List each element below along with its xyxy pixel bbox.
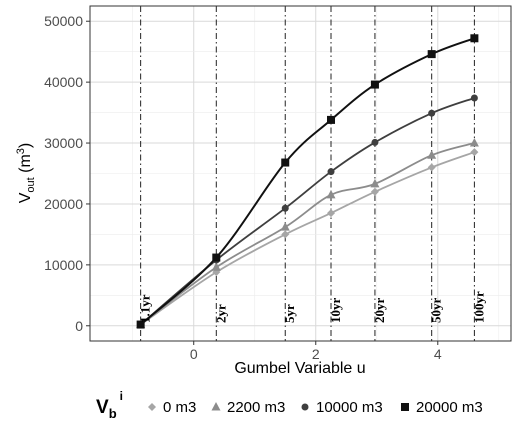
legend-marker: [401, 403, 409, 411]
data-point: [427, 50, 436, 59]
legend-label: 10000 m3: [316, 399, 383, 416]
data-point: [470, 34, 479, 43]
legend-title-sub: b: [109, 406, 117, 421]
data-point: [470, 148, 479, 157]
grid: [90, 6, 511, 341]
legend-title: Vbi: [96, 389, 123, 421]
y-axis-title-close: ): [17, 143, 34, 148]
x-tick-label: 4: [434, 346, 442, 362]
return-period-label: 50yr: [429, 298, 444, 324]
legend-label: 20000 m3: [416, 399, 483, 416]
data-point: [281, 230, 290, 239]
x-ticks: 0 2 4: [190, 341, 442, 362]
data-point: [136, 320, 145, 329]
data-point: [470, 94, 478, 102]
y-tick-label: 40000: [44, 74, 83, 90]
return-period-label: 20yr: [372, 298, 387, 324]
y-tick-label: 20000: [44, 196, 83, 212]
y-axis-title-sub: out: [25, 177, 37, 192]
plot-border: [89, 5, 512, 342]
y-axis-title-sup: 3: [15, 148, 27, 154]
data-point: [427, 150, 437, 159]
return-period-label: 2yr: [213, 304, 228, 323]
data-point: [427, 163, 436, 172]
data-point: [327, 168, 335, 176]
y-axis-title: Vout (m3): [15, 143, 37, 204]
return-period-label: 5yr: [282, 304, 297, 323]
x-tick-label: 2: [312, 346, 320, 362]
data-point: [370, 80, 379, 89]
y-axis-title-main: V: [17, 192, 34, 203]
y-tick-label: 0: [75, 318, 83, 334]
data-point: [280, 222, 290, 231]
return-period-label: 100yr: [471, 291, 486, 323]
y-tick-label: 30000: [44, 135, 83, 151]
data-point: [211, 262, 221, 271]
data-point: [281, 204, 289, 212]
data-point: [326, 189, 336, 199]
data-points: [136, 34, 479, 329]
data-point: [370, 178, 380, 188]
legend-marker: [211, 402, 221, 411]
legend-label: 2200 m3: [227, 399, 285, 416]
legend-title-sup: i: [120, 389, 123, 403]
return-period-label: 10yr: [328, 298, 343, 324]
data-point: [281, 158, 290, 167]
y-ticks: 0 10000 20000 30000 40000 50000: [44, 13, 90, 334]
data-point: [469, 138, 479, 147]
legend: Vbi 0 m3 2200 m3 10000 m3 20000 m3: [96, 389, 483, 421]
return-period-label: 1.1yr: [138, 294, 153, 323]
legend-marker: [148, 403, 156, 411]
legend-marker: [301, 403, 309, 411]
x-axis-title: Gumbel Variable u: [234, 360, 365, 377]
y-axis-title-unit: (m: [17, 154, 34, 177]
return-period-labels: 1.1yr 2yr 5yr 10yr 20yr 50yr 100yr: [138, 291, 487, 323]
data-point: [212, 253, 221, 262]
y-tick-label: 50000: [44, 13, 83, 29]
data-point: [327, 209, 336, 218]
data-point: [428, 109, 436, 117]
y-tick-label: 10000: [44, 257, 83, 273]
legend-title-main: V: [96, 397, 109, 418]
legend-label: 0 m3: [163, 399, 196, 416]
legend-items: 0 m3 2200 m3 10000 m3 20000 m3: [148, 399, 483, 416]
x-tick-label: 0: [190, 346, 198, 362]
data-point: [370, 187, 379, 196]
data-point: [327, 115, 336, 124]
data-point: [371, 138, 379, 146]
